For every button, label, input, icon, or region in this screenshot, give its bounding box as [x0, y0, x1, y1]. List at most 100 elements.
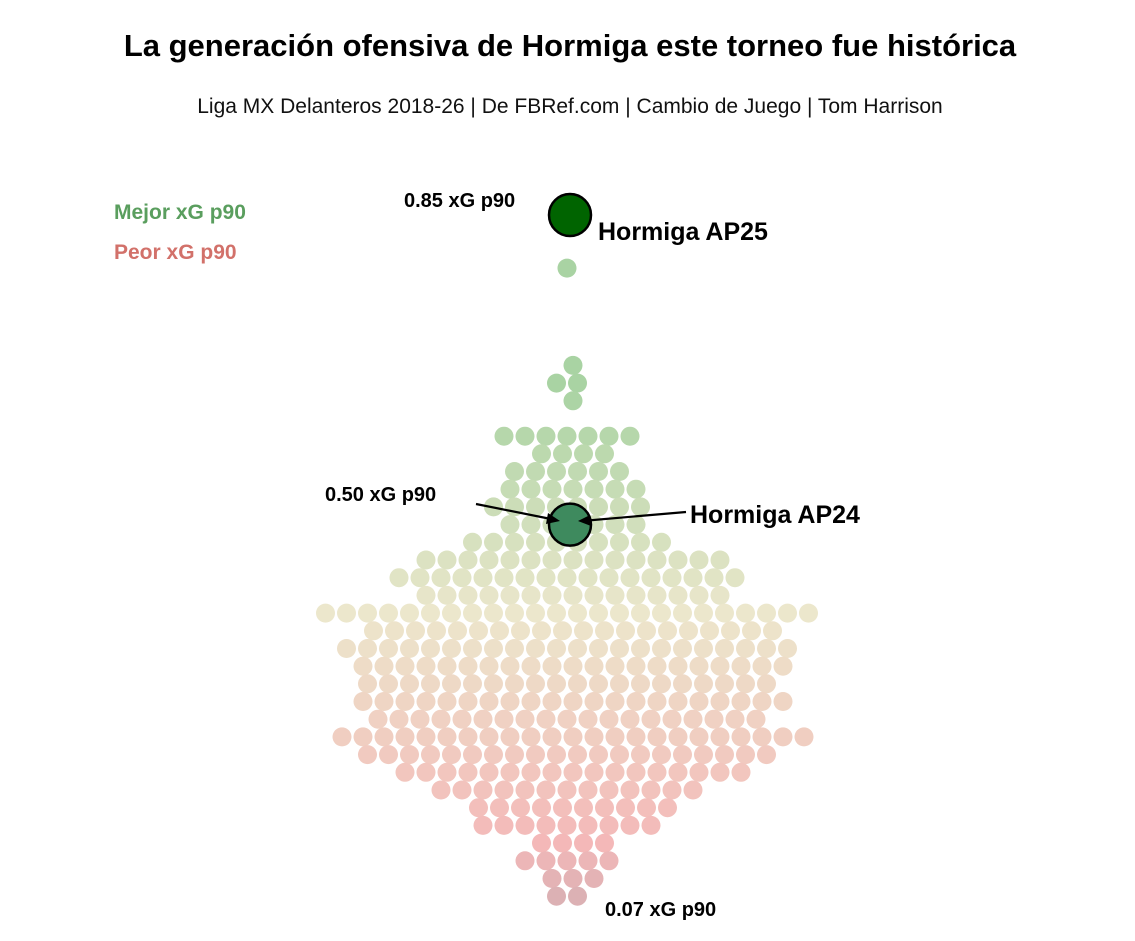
- swarm-point: [500, 515, 520, 535]
- swarm-point: [421, 674, 440, 694]
- swarm-point: [616, 798, 635, 818]
- hormiga-ap24-name-label: Hormiga AP24: [690, 501, 860, 529]
- swarm-point: [437, 762, 457, 782]
- swarm-point: [631, 674, 650, 694]
- swarm-point: [568, 373, 587, 393]
- swarm-point: [704, 709, 724, 729]
- hormiga-ap24-value-arrowhead: [546, 513, 560, 524]
- swarm-point: [521, 727, 541, 747]
- swarm-point: [662, 709, 682, 729]
- swarm-point: [515, 815, 535, 835]
- swarm-point: [532, 444, 551, 464]
- swarm-point: [515, 709, 535, 729]
- swarm-point: [710, 656, 730, 676]
- swarm-point: [626, 762, 646, 782]
- swarm-point: [500, 727, 520, 747]
- hormiga-ap24-name-arrowhead: [578, 515, 591, 526]
- swarm-point: [641, 815, 661, 835]
- swarm-point: [494, 780, 514, 800]
- swarm-point: [410, 568, 430, 588]
- swarm-point: [494, 815, 514, 835]
- swarm-point: [358, 674, 377, 694]
- swarm-point: [631, 532, 650, 552]
- swarm-point: [589, 674, 608, 694]
- swarm-point: [473, 780, 493, 800]
- swarm-point: [526, 674, 545, 694]
- swarm-point: [547, 745, 566, 765]
- swarm-point: [683, 568, 703, 588]
- swarm-point: [568, 886, 587, 906]
- swarm-point: [542, 479, 562, 499]
- swarm-point: [599, 709, 619, 729]
- swarm-point: [500, 656, 520, 676]
- swarm-point: [631, 639, 650, 658]
- swarm-point: [458, 727, 478, 747]
- swarm-point: [626, 585, 646, 605]
- swarm-point: [442, 639, 461, 658]
- swarm-point: [694, 603, 713, 623]
- swarm-point: [563, 692, 583, 711]
- swarm-point: [557, 426, 577, 446]
- swarm-point: [389, 568, 409, 588]
- swarm-point: [536, 709, 556, 729]
- swarm-point: [431, 568, 451, 588]
- swarm-point: [536, 780, 556, 800]
- swarm-point: [532, 833, 551, 853]
- hormiga-ap25-point: [547, 192, 593, 238]
- swarm-point: [395, 727, 415, 747]
- hormiga-ap24-name-arrow: [581, 510, 687, 523]
- swarm-point: [400, 639, 419, 658]
- swarm-point: [542, 762, 562, 782]
- swarm-point: [557, 851, 577, 871]
- swarm-point: [595, 444, 614, 464]
- swarm-point: [389, 709, 409, 729]
- swarm-point: [515, 426, 535, 446]
- swarm-point: [799, 603, 818, 623]
- swarm-point: [553, 798, 572, 818]
- swarm-point: [631, 603, 650, 623]
- swarm-point: [521, 692, 541, 711]
- swarm-point: [731, 727, 751, 747]
- swarm-point: [736, 603, 755, 623]
- swarm-point: [557, 780, 577, 800]
- swarm-point: [647, 550, 667, 570]
- swarm-point: [511, 798, 530, 818]
- swarm-point: [605, 479, 625, 499]
- swarm-point: [589, 532, 608, 552]
- swarm-point: [484, 674, 503, 694]
- min-value-label: 0.07 xG p90: [605, 899, 716, 921]
- swarm-point: [620, 709, 640, 729]
- swarm-point: [757, 745, 776, 765]
- swarm-point: [610, 532, 629, 552]
- swarm-point: [605, 762, 625, 782]
- swarm-point: [637, 798, 656, 818]
- swarm-point: [616, 621, 635, 641]
- swarm-point: [479, 585, 499, 605]
- swarm-point: [494, 568, 514, 588]
- swarm-point: [542, 727, 562, 747]
- swarm-point: [416, 727, 436, 747]
- swarm-point: [620, 815, 640, 835]
- swarm-point: [757, 674, 776, 694]
- swarm-point: [484, 532, 503, 552]
- swarm-point: [505, 603, 524, 623]
- swarm-point: [521, 656, 541, 676]
- swarm-point: [484, 745, 503, 765]
- swarm-point: [584, 727, 604, 747]
- swarm-point: [479, 550, 499, 570]
- swarm-point: [658, 798, 677, 818]
- swarm-point: [526, 532, 545, 552]
- swarm-point: [490, 621, 509, 641]
- swarm-point: [479, 692, 499, 711]
- swarm-point: [599, 568, 619, 588]
- hormiga-ap24-value-label: 0.50 xG p90: [325, 484, 436, 506]
- swarm-point: [794, 727, 814, 747]
- swarm-point: [395, 762, 415, 782]
- hormiga-ap25-value-label: 0.85 xG p90: [404, 190, 515, 212]
- swarm-point: [536, 568, 556, 588]
- swarm-point: [500, 585, 520, 605]
- swarm-point: [532, 621, 551, 641]
- swarm-point: [689, 762, 709, 782]
- swarm-point: [694, 674, 713, 694]
